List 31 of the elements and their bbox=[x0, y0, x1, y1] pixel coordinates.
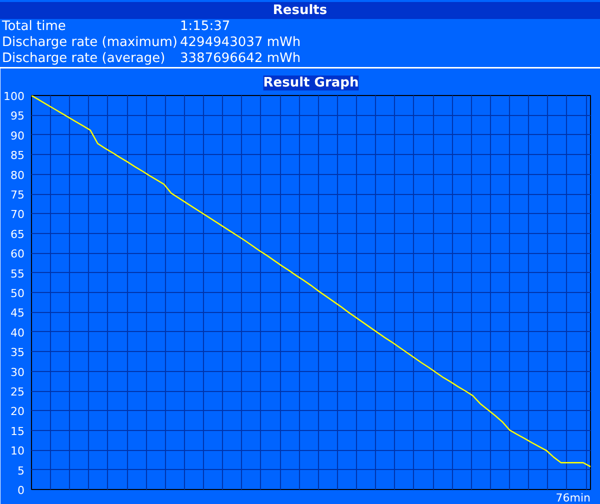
y-tick-label: 85 bbox=[10, 149, 25, 162]
y-tick-label: 40 bbox=[10, 326, 25, 340]
y-tick-label: 60 bbox=[10, 248, 25, 261]
y-tick-label: 80 bbox=[10, 168, 25, 182]
text: Discharge rate (maximum) bbox=[1, 35, 178, 51]
y-tick-label: 95 bbox=[10, 110, 25, 123]
text: 1:15:37 bbox=[180, 19, 230, 35]
y-tick-label: 100 bbox=[4, 90, 25, 103]
y-tick-label: 10 bbox=[10, 444, 25, 458]
line-series bbox=[32, 96, 590, 468]
y-tick-label: 25 bbox=[10, 386, 25, 398]
y-tick-label: 65 bbox=[10, 228, 25, 241]
text: 4294943037 mWh bbox=[180, 35, 301, 51]
y-tick-label: 35 bbox=[10, 346, 25, 360]
text: Discharge rate (average) bbox=[1, 51, 166, 67]
y-tick-label: 15 bbox=[10, 424, 25, 438]
text: 3387696642 mWh bbox=[180, 51, 301, 67]
chart-title: Result Graph bbox=[263, 76, 359, 90]
y-tick-label: 5 bbox=[18, 464, 24, 478]
y-tick-label: 55 bbox=[10, 267, 25, 280]
text: Total time bbox=[1, 19, 67, 35]
text: Results bbox=[0, 2, 600, 19]
text: 76min bbox=[556, 492, 591, 504]
y-tick-label: 0 bbox=[18, 484, 24, 497]
y-tick-label: 30 bbox=[10, 366, 25, 379]
y-tick-label: 20 bbox=[10, 405, 25, 418]
y-tick-label: 75 bbox=[10, 188, 25, 202]
y-tick-label: 50 bbox=[10, 287, 25, 300]
y-tick-label: 90 bbox=[10, 129, 25, 142]
y-tick-label: 45 bbox=[10, 306, 25, 320]
y-tick-label: 70 bbox=[10, 208, 25, 222]
